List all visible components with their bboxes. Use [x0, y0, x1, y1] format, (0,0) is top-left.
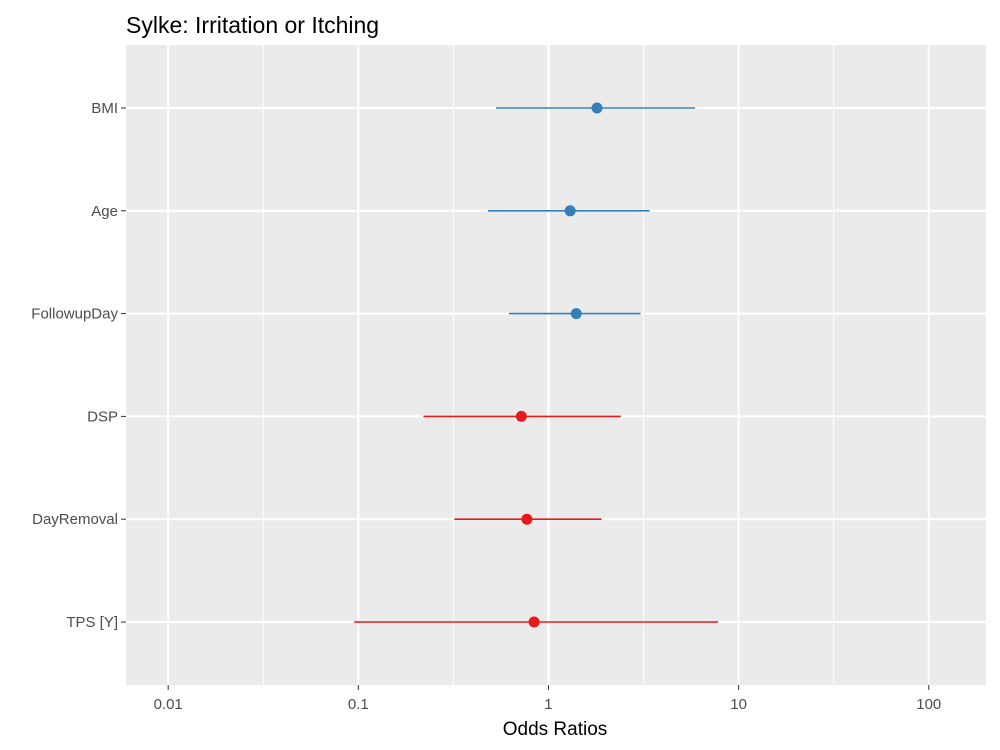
estimate-point: [564, 205, 576, 217]
y-tick-label: BMI: [91, 100, 118, 117]
estimate-point: [515, 410, 527, 422]
x-tick-label: 1: [544, 696, 552, 713]
plot-panel: [126, 45, 986, 685]
estimate-point: [591, 102, 603, 114]
y-tick-label: FollowupDay: [31, 306, 118, 323]
x-axis-label: Odds Ratios: [503, 719, 608, 740]
chart-title: Sylke: Irritation or Itching: [126, 12, 379, 38]
y-tick-label: TPS [Y]: [66, 614, 118, 631]
x-axis: 0.01 0.1 1 10 100: [154, 685, 941, 713]
estimate-point: [521, 513, 533, 525]
estimate-point: [528, 616, 540, 628]
y-tick-label: DayRemoval: [32, 511, 118, 528]
x-tick-label: 0.1: [348, 696, 369, 713]
y-tick-label: Age: [91, 203, 118, 220]
x-tick-label: 100: [916, 696, 941, 713]
y-axis: BMI Age FollowupDay DSP DayRemoval TPS [Y]: [31, 100, 126, 631]
x-tick-label: 0.01: [154, 696, 183, 713]
estimates: [354, 102, 719, 628]
estimate-point: [570, 308, 582, 320]
x-tick-label: 10: [730, 696, 747, 713]
y-tick-label: DSP: [87, 408, 118, 425]
